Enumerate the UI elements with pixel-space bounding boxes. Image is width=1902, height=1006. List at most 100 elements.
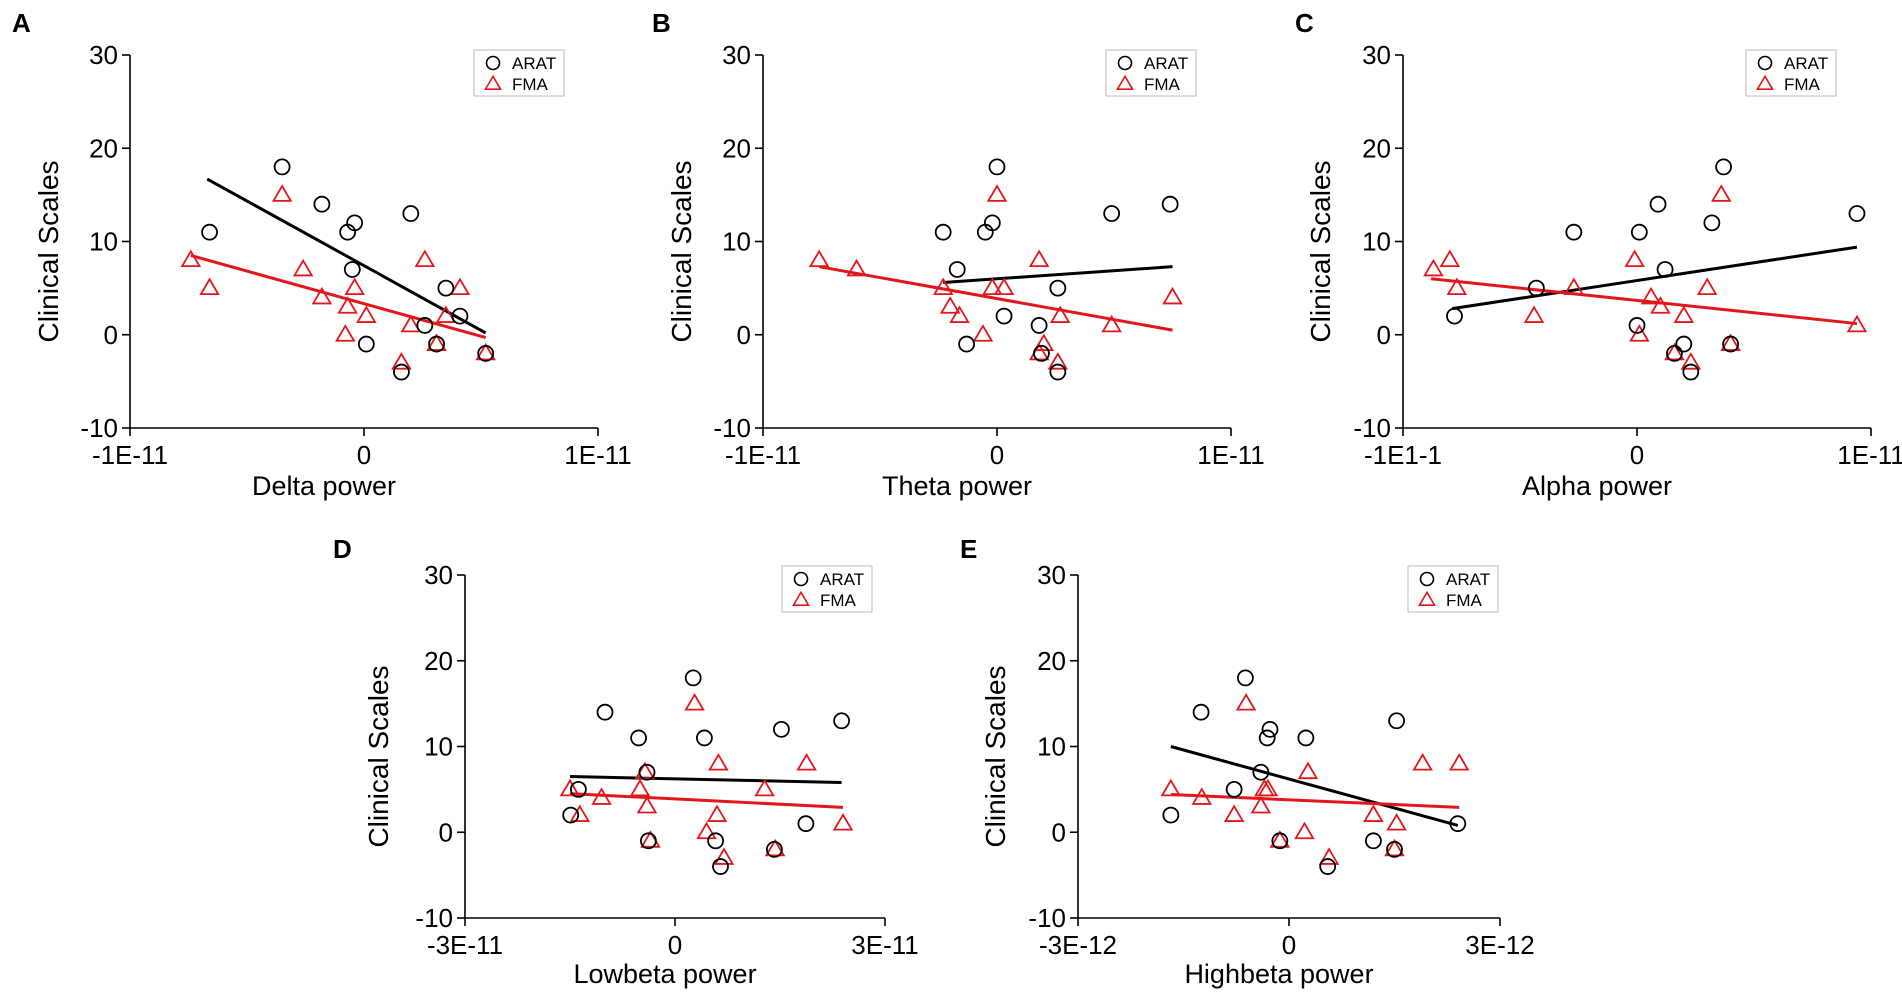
fma-point (435, 305, 457, 323)
fma-point (1160, 778, 1182, 797)
arat-point (562, 806, 580, 824)
fit-line-fma (1170, 793, 1460, 809)
arat-point (948, 261, 966, 278)
fma-point (754, 778, 775, 797)
arat-point (684, 669, 702, 687)
y-tick-label: 20 (722, 133, 751, 163)
arat-point (1365, 832, 1382, 850)
arat-point (707, 832, 724, 850)
fma-point (808, 249, 830, 268)
fit-line-arat (943, 265, 1173, 285)
fma-point (591, 787, 612, 805)
legend: ARAT FMA (473, 49, 565, 97)
panel-d: D -10 0 10 20 30 -3E-11 0 3E-11 Lowbeta power Clin… (333, 534, 919, 989)
fma-point (713, 847, 735, 865)
fma-point (1680, 352, 1702, 370)
x-axis-label: Highbeta power (1184, 959, 1373, 989)
arat-point (983, 214, 1001, 232)
fma-point (764, 838, 786, 857)
arat-point (437, 279, 455, 297)
fma-point (1720, 333, 1741, 351)
y-tick-label: 30 (424, 560, 453, 590)
arat-point (428, 335, 445, 353)
arat-point (357, 335, 375, 353)
arat-point (1192, 703, 1210, 721)
fma-point (796, 753, 817, 771)
arat-point (638, 763, 656, 781)
fma-point (475, 342, 496, 361)
arat-point (1258, 729, 1276, 747)
fma-point (426, 333, 447, 351)
arat-point (1675, 335, 1693, 353)
y-tick-label: 0 (1052, 817, 1066, 847)
x-tick-label: 1E-11 (564, 440, 631, 470)
y-tick-label: 10 (1037, 732, 1066, 762)
arat-point (696, 729, 713, 747)
panel-letter: C (1295, 8, 1314, 38)
y-tick-label: 30 (1362, 40, 1391, 70)
fma-point (696, 821, 717, 840)
x-tick-label: 0 (990, 440, 1004, 470)
fma-point (292, 258, 314, 277)
legend-arat-marker (1117, 55, 1133, 71)
fma-point (684, 693, 705, 711)
arat-point (1252, 763, 1270, 781)
arat-point (773, 720, 790, 738)
y-axis-label: Clinical Scales (363, 665, 394, 847)
y-tick-label: 10 (722, 227, 751, 257)
x-axis-label: Delta power (252, 471, 396, 501)
fma-point (1269, 830, 1291, 848)
fma-point (1650, 296, 1671, 314)
fma-point (337, 296, 358, 314)
fma-point (391, 352, 412, 370)
arat-point (1682, 363, 1700, 381)
fma-point (356, 305, 377, 323)
x-tick-label: 1E-11 (1197, 440, 1264, 470)
fit-line-arat (206, 177, 487, 335)
fma-point (1223, 804, 1245, 822)
x-tick-label: 0 (668, 930, 682, 960)
x-tick-label: -1E1-1 (1364, 440, 1442, 470)
y-tick-label: 20 (1362, 133, 1391, 163)
fma-point (939, 296, 961, 314)
fit-line-arat (1170, 745, 1459, 827)
arat-point (1030, 317, 1048, 334)
arat-point (1049, 279, 1067, 297)
y-axis-label: Clinical Scales (33, 160, 64, 342)
arat-point (1261, 720, 1279, 738)
fma-point (1297, 761, 1319, 780)
arat-point (402, 205, 420, 222)
fma-point (1673, 305, 1695, 323)
arat-point (1848, 205, 1866, 222)
legend-arat-marker (1757, 55, 1773, 71)
fma-point (1446, 277, 1468, 296)
fma-point (1235, 693, 1257, 711)
legend-fma-label: FMA (512, 75, 549, 94)
arat-point (1049, 363, 1067, 381)
arat-point (712, 858, 729, 875)
legend-arat-marker (485, 55, 501, 71)
y-tick-label: -10 (1353, 413, 1391, 443)
arat-point (1703, 214, 1721, 232)
x-tick-label: -3E-12 (1039, 930, 1117, 960)
fma-point (335, 324, 356, 342)
legend-fma-marker (1756, 74, 1774, 90)
arat-point (416, 317, 434, 334)
arat-point (346, 214, 364, 232)
fma-point (1563, 277, 1585, 296)
y-tick-label: -10 (415, 903, 453, 933)
y-axis-label: Clinical Scales (666, 160, 697, 342)
fma-point (1250, 795, 1272, 814)
arat-point (477, 344, 495, 362)
fma-point (1423, 258, 1444, 277)
legend-fma-label: FMA (820, 591, 857, 610)
x-tick-label: 0 (1282, 930, 1296, 960)
fma-point (1710, 184, 1732, 202)
panel-c: C -10 0 10 20 30 -1E1-1 0 1E-11 Alpha power Clinic… (1295, 8, 1902, 501)
legend-arat-label: ARAT (820, 570, 864, 589)
arat-point (1388, 712, 1406, 730)
arat-point (1033, 344, 1050, 362)
panel-letter: B (652, 8, 671, 38)
legend-fma-marker (1418, 590, 1436, 606)
